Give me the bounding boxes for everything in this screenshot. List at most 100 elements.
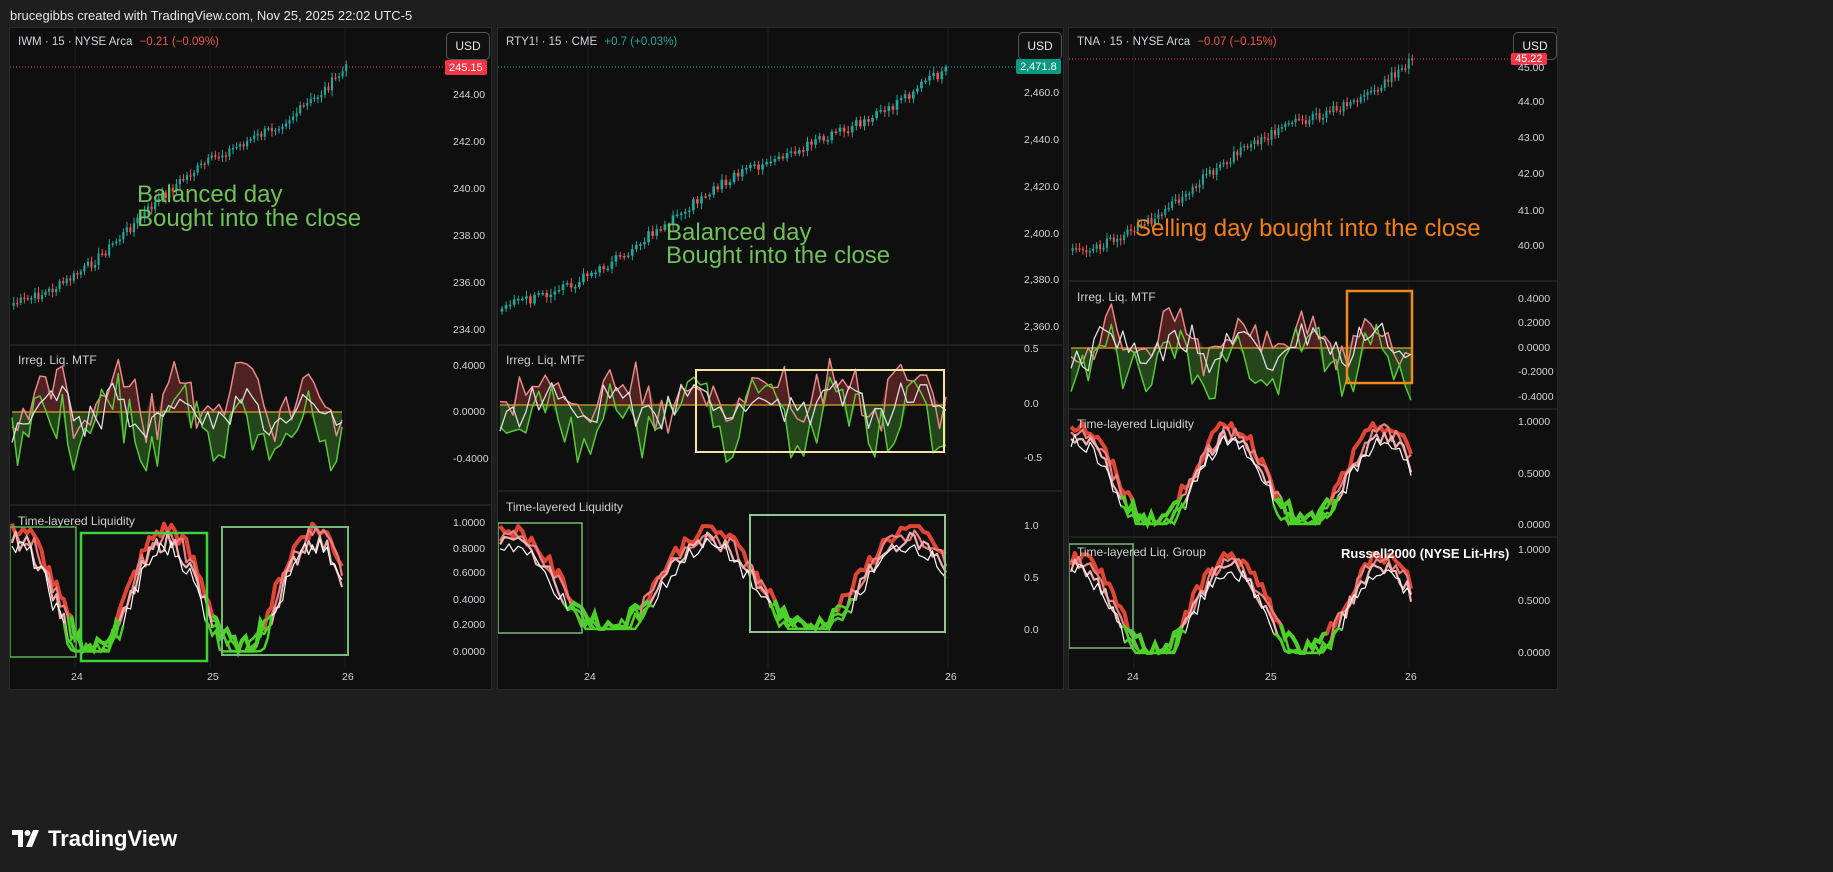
- candle-body: [1308, 119, 1311, 124]
- candle-body: [1339, 110, 1342, 112]
- chart-panel-rty[interactable]: RTY1! · 15 · CME +0.7 (+0.03%) USD 2,471…: [497, 27, 1064, 690]
- candle-body: [863, 119, 866, 127]
- candle-body: [302, 105, 305, 107]
- candle-body: [313, 97, 316, 100]
- price-tick: 2,360.0: [1024, 321, 1060, 333]
- tll-line-low: [1272, 495, 1340, 526]
- candle-body: [55, 288, 58, 292]
- candle-body: [147, 206, 150, 212]
- candle-body: [1332, 105, 1335, 113]
- candle-body: [549, 294, 553, 298]
- candle-body: [626, 255, 630, 257]
- tll-tick: 0.5: [1024, 572, 1039, 584]
- candle-body: [1171, 201, 1174, 208]
- symbol-header[interactable]: RTY1! · 15 · CME +0.7 (+0.03%): [506, 36, 677, 48]
- candle-body: [143, 211, 146, 218]
- liq-tick: 0.0: [1024, 398, 1039, 410]
- candle-body: [1400, 68, 1403, 70]
- candle-body: [132, 223, 135, 233]
- candle-body: [765, 162, 768, 165]
- candle-body: [292, 116, 295, 121]
- tradingview-logo[interactable]: TradingView: [12, 826, 177, 852]
- candle-body: [773, 159, 777, 162]
- candle-body: [500, 308, 504, 312]
- candle-body: [1376, 90, 1379, 92]
- liq-fill-lower: [500, 405, 946, 463]
- candle-body: [635, 244, 638, 250]
- tll-tick: 0.0000: [453, 646, 486, 658]
- liq-line-green: [1070, 323, 1412, 401]
- candle-body: [1174, 199, 1177, 202]
- chart-canvas-rty[interactable]: [498, 28, 1064, 690]
- candle-body: [19, 297, 22, 303]
- price-tick: 45.00: [1518, 62, 1545, 74]
- candle-body: [47, 288, 51, 292]
- candle-body: [270, 128, 273, 132]
- symbol-label: IWM · 15 · NYSE Arca: [18, 36, 133, 48]
- candle-body: [345, 64, 348, 72]
- candle-body: [667, 224, 671, 227]
- candle-body: [277, 129, 280, 131]
- candle-body: [161, 192, 164, 199]
- candle-body: [281, 126, 284, 130]
- candle-body: [1184, 194, 1187, 197]
- symbol-label: TNA · 15 · NYSE Arca: [1077, 36, 1191, 48]
- candle-body: [93, 264, 97, 268]
- candle-body: [545, 292, 549, 298]
- candle-body: [1116, 238, 1119, 242]
- candle-body: [1390, 72, 1393, 82]
- price-tick: 2,400.0: [1024, 228, 1060, 240]
- candle-body: [1198, 184, 1201, 188]
- chart-canvas-iwm[interactable]: [10, 28, 492, 690]
- candle-body: [630, 249, 634, 256]
- candle-body: [58, 281, 61, 289]
- candle-body: [1136, 224, 1139, 231]
- candle-body: [577, 282, 581, 287]
- candle-body: [830, 131, 834, 141]
- candle-body: [1236, 151, 1239, 156]
- tll-tick: 0.8000: [453, 543, 486, 555]
- candle-body: [90, 261, 93, 268]
- candle-body: [1205, 173, 1208, 176]
- tll-line-low: [1272, 626, 1343, 655]
- candle-body: [561, 284, 565, 290]
- candle-body: [602, 266, 606, 270]
- time-tick: 26: [342, 671, 354, 683]
- candle-body: [1267, 138, 1270, 141]
- candle-body: [916, 88, 919, 92]
- tll-line-low: [1120, 501, 1187, 526]
- candle-body: [125, 227, 128, 232]
- candle-body: [118, 239, 121, 242]
- chart-panel-tna[interactable]: TNA · 15 · NYSE Arca −0.07 (−0.15%) USD …: [1068, 27, 1558, 690]
- candle-body: [86, 261, 90, 266]
- candle-body: [683, 211, 687, 214]
- candle-body: [178, 179, 181, 185]
- currency-button[interactable]: USD: [446, 32, 490, 60]
- candle-body: [883, 110, 887, 112]
- candle-body: [573, 286, 577, 289]
- candle-body: [267, 128, 270, 130]
- time-tick: 26: [1405, 671, 1417, 683]
- candle-body: [1318, 113, 1321, 120]
- candle-body: [704, 196, 707, 198]
- candle-body: [899, 98, 903, 100]
- tll-line-low: [62, 623, 125, 653]
- candle-body: [1081, 248, 1084, 251]
- candle-body: [1150, 217, 1153, 225]
- tll-tick: 0.0: [1024, 624, 1039, 636]
- chart-canvas-tna[interactable]: [1069, 28, 1558, 690]
- candle-body: [940, 71, 944, 80]
- candle-body: [207, 157, 210, 164]
- currency-button[interactable]: USD: [1018, 32, 1062, 60]
- candle-body: [761, 164, 764, 170]
- chart-panel-iwm[interactable]: IWM · 15 · NYSE Arca −0.21 (−0.09%) USD …: [9, 27, 492, 690]
- annotation-line-2: Bought into the close: [137, 205, 362, 232]
- highlight-box: [695, 369, 945, 453]
- symbol-header[interactable]: TNA · 15 · NYSE Arca −0.07 (−0.15%): [1077, 36, 1277, 48]
- candle-body: [33, 292, 36, 299]
- symbol-header[interactable]: IWM · 15 · NYSE Arca −0.21 (−0.09%): [18, 36, 219, 48]
- candle-body: [1335, 105, 1338, 111]
- candle-body: [1129, 229, 1132, 231]
- candle-body: [728, 182, 732, 186]
- candle-body: [108, 244, 111, 256]
